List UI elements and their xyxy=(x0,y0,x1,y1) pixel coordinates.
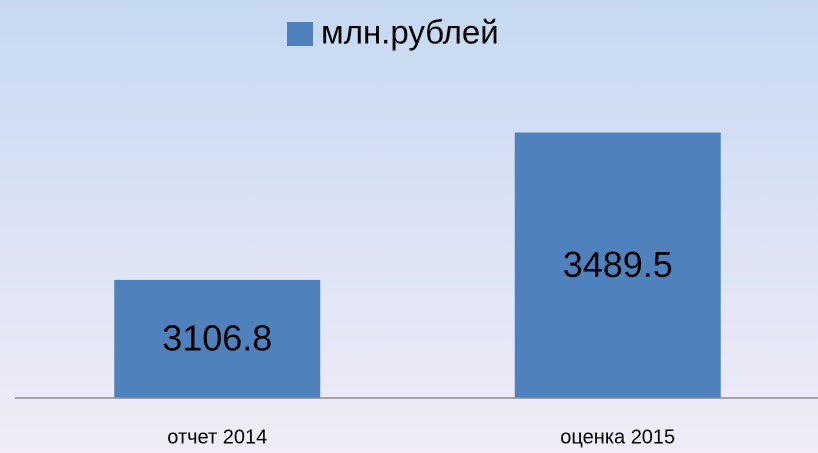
bar xyxy=(514,132,721,399)
bar xyxy=(114,279,321,398)
legend-swatch xyxy=(287,22,313,46)
x-tick-label: оценка 2015 xyxy=(560,426,675,448)
value-label: 3489.5 xyxy=(563,244,673,285)
value-label: 3106.8 xyxy=(162,317,272,358)
x-tick-label: отчет 2014 xyxy=(167,426,267,448)
legend-label: млн.рублей xyxy=(321,14,499,51)
